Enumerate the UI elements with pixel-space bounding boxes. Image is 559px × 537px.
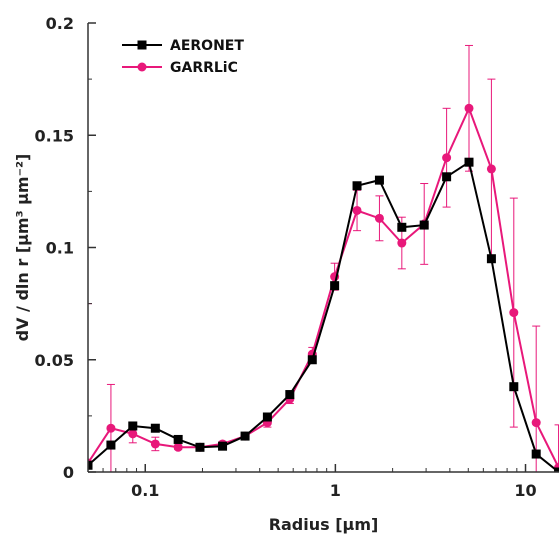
legend: AERONET GARRLiC	[122, 38, 244, 76]
x-tick-label: 10	[514, 481, 536, 500]
data-point-garrlic	[128, 429, 138, 439]
legend-label-aeronet: AERONET	[170, 38, 244, 54]
data-point-aeronet	[150, 423, 160, 433]
data-point-garrlic	[397, 238, 407, 248]
data-point-aeronet	[397, 222, 407, 232]
data-point-garrlic	[173, 442, 183, 452]
data-point-garrlic	[464, 103, 474, 113]
data-point-aeronet	[531, 449, 541, 459]
data-point-garrlic	[486, 164, 496, 174]
data-point-aeronet	[486, 254, 496, 264]
data-point-aeronet	[307, 355, 317, 365]
data-point-garrlic	[352, 205, 362, 215]
series-line-aeronet	[88, 160, 559, 472]
series-line-garrlic	[88, 105, 559, 468]
data-point-aeronet	[509, 382, 519, 392]
x-tick-label: 1	[330, 481, 341, 500]
y-tick-label: 0.15	[35, 126, 74, 145]
data-point-aeronet	[374, 175, 384, 185]
x-axis-title: Radius [μm]	[269, 515, 379, 534]
data-point-aeronet	[128, 421, 138, 431]
data-point-aeronet	[195, 442, 205, 452]
y-tick-label: 0.1	[46, 239, 74, 258]
y-tick-label: 0.05	[35, 351, 74, 370]
data-point-aeronet	[218, 441, 228, 451]
data-point-garrlic	[150, 439, 160, 449]
data-point-garrlic	[442, 153, 452, 163]
data-point-aeronet	[554, 467, 559, 472]
data-point-aeronet	[464, 157, 474, 167]
data-point-aeronet	[106, 440, 116, 450]
data-point-aeronet	[419, 220, 429, 230]
data-point-aeronet	[240, 431, 250, 441]
legend-marker-garrlic	[137, 62, 147, 72]
data-point-aeronet	[330, 281, 340, 291]
data-point-aeronet	[88, 460, 93, 470]
y-tick-label: 0.2	[46, 14, 74, 33]
data-point-garrlic	[509, 308, 519, 318]
y-tick-label: 0	[63, 463, 74, 482]
x-tick-label: 0.1	[131, 481, 159, 500]
data-point-garrlic	[531, 418, 541, 428]
data-point-garrlic	[106, 423, 116, 433]
data-point-aeronet	[262, 412, 272, 422]
legend-marker-aeronet	[137, 40, 147, 50]
ticks: 0 0.05 0.1 0.15 0.2 0.1 1 10	[35, 14, 537, 500]
data-point-garrlic	[374, 213, 384, 223]
data-point-aeronet	[442, 172, 452, 182]
data-point-aeronet	[352, 181, 362, 191]
data-point-aeronet	[285, 390, 295, 400]
series-layer	[88, 103, 559, 472]
legend-label-garrlic: GARRLiC	[170, 60, 238, 76]
data-point-aeronet	[173, 434, 183, 444]
y-axis-title: dV / dln r [μm³ μm⁻²]	[13, 154, 32, 342]
